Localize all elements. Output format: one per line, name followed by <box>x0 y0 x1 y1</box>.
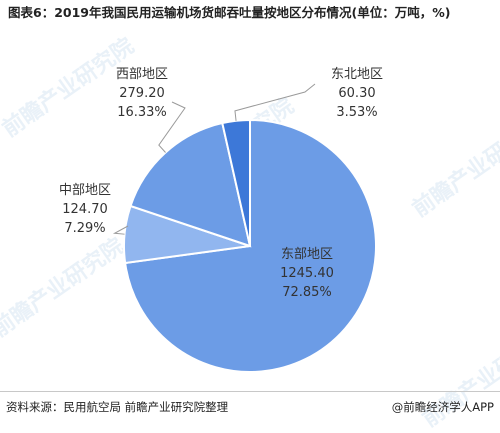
slice-name-label-1: 中部地区 <box>59 183 111 198</box>
source-note: 资料来源：民用航空局 前瞻产业研究院整理 <box>6 400 229 414</box>
slice-percent-label-1: 7.29% <box>64 221 105 236</box>
pie-slice-3 <box>221 118 251 247</box>
slice-percent-label-3: 3.53% <box>336 105 377 120</box>
slice-percent-label-0: 72.85% <box>282 285 332 300</box>
slice-value-label-3: 60.30 <box>338 86 375 101</box>
pie-slice-2 <box>129 121 252 248</box>
slice-value-label-0: 1245.40 <box>280 266 334 281</box>
slice-percent-label-2: 16.33% <box>117 105 167 120</box>
leader-line-1 <box>112 225 129 235</box>
chart-title: 图表6：2019年我国民用运输机场货邮吞吐量按地区分布情况(单位：万吨，%) <box>8 5 451 20</box>
pie-chart: 东部地区 1245.40 72.85% 中部地区 124.70 7.29% 西部地区 279.… <box>59 67 383 373</box>
slice-name-label-0: 东部地区 <box>281 247 333 262</box>
leader-line-3 <box>234 83 316 121</box>
slice-value-label-1: 124.70 <box>62 202 108 217</box>
brand-attribution: @前瞻经济学人APP <box>392 399 494 415</box>
slice-name-label-3: 东北地区 <box>331 67 383 82</box>
brand-text: @前瞻经济学人APP <box>391 400 494 414</box>
slice-value-label-2: 279.20 <box>119 86 165 101</box>
footer-divider <box>0 391 500 392</box>
slice-name-label-2: 西部地区 <box>116 67 168 82</box>
leader-line-2 <box>158 101 186 153</box>
